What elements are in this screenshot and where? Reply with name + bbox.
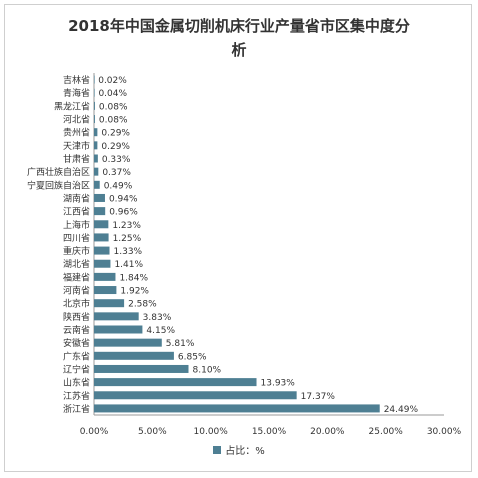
category-label: 青海省 bbox=[63, 87, 90, 99]
data-label: 6.85% bbox=[178, 352, 207, 362]
data-label: 0.08% bbox=[99, 102, 128, 112]
category-label: 上海市 bbox=[63, 219, 90, 231]
bar bbox=[94, 101, 95, 110]
category-label: 湖南省 bbox=[63, 192, 90, 204]
legend: 占比：% bbox=[0, 442, 478, 457]
data-label: 0.08% bbox=[99, 116, 128, 126]
x-tick-label: 25.00% bbox=[369, 427, 404, 437]
category-label: 北京市 bbox=[63, 298, 90, 310]
category-label: 贵州省 bbox=[63, 127, 90, 139]
bar bbox=[94, 207, 106, 216]
data-label: 0.96% bbox=[109, 208, 138, 218]
data-label: 0.49% bbox=[104, 181, 133, 191]
bar bbox=[94, 312, 139, 321]
x-tick-label: 0.00% bbox=[80, 427, 109, 437]
category-label: 甘肃省 bbox=[63, 153, 90, 165]
x-tick-label: 20.00% bbox=[310, 427, 345, 437]
data-label: 13.93% bbox=[261, 379, 296, 389]
bar bbox=[94, 115, 95, 124]
bar bbox=[94, 338, 162, 347]
chart-title: 2018年中国金属切削机床行业产量省市区集中度分 析 bbox=[0, 14, 478, 62]
category-label: 广东省 bbox=[63, 350, 90, 362]
bar bbox=[94, 325, 143, 334]
category-label: 宁夏回族自治区 bbox=[27, 179, 90, 191]
category-label: 重庆市 bbox=[63, 245, 90, 257]
category-label: 河北省 bbox=[63, 114, 90, 126]
legend-label: 占比：% bbox=[225, 446, 265, 457]
category-label: 辽宁省 bbox=[63, 363, 90, 375]
bar bbox=[94, 351, 174, 360]
bar bbox=[94, 404, 380, 413]
x-tick-label: 30.00% bbox=[427, 427, 462, 437]
data-label: 0.29% bbox=[101, 142, 130, 152]
chart-title-line1: 2018年中国金属切削机床行业产量省市区集中度分 bbox=[68, 17, 410, 35]
category-label: 河南省 bbox=[63, 285, 90, 297]
x-tick-label: 15.00% bbox=[252, 427, 287, 437]
bar bbox=[94, 88, 95, 97]
data-label: 0.04% bbox=[98, 89, 127, 99]
category-label: 山东省 bbox=[63, 377, 90, 389]
data-label: 5.81% bbox=[166, 339, 195, 349]
category-label: 江苏省 bbox=[63, 390, 90, 402]
data-label: 1.84% bbox=[119, 273, 148, 283]
category-label: 云南省 bbox=[63, 324, 90, 336]
bar bbox=[94, 154, 98, 163]
bar bbox=[94, 167, 99, 176]
bar bbox=[94, 378, 257, 387]
bar bbox=[94, 233, 109, 242]
bar bbox=[94, 180, 100, 189]
data-label: 1.25% bbox=[113, 234, 142, 244]
category-label: 广西壮族自治区 bbox=[27, 166, 90, 178]
chart-title-line2: 析 bbox=[231, 41, 247, 59]
data-label: 24.49% bbox=[384, 405, 419, 415]
data-label: 0.33% bbox=[102, 155, 131, 165]
category-label: 湖北省 bbox=[63, 258, 90, 270]
category-label: 天津市 bbox=[63, 140, 90, 152]
bar bbox=[94, 259, 111, 268]
data-label: 0.94% bbox=[109, 194, 138, 204]
data-label: 1.41% bbox=[114, 260, 143, 270]
x-tick-label: 5.00% bbox=[138, 427, 167, 437]
data-label: 2.58% bbox=[128, 300, 157, 310]
x-tick-label: 10.00% bbox=[194, 427, 229, 437]
category-label: 黑龙江省 bbox=[54, 100, 90, 112]
category-label: 四川省 bbox=[63, 232, 90, 244]
data-label: 0.02% bbox=[98, 76, 127, 86]
data-label: 1.23% bbox=[112, 221, 141, 231]
data-label: 17.37% bbox=[301, 392, 336, 402]
bar bbox=[94, 220, 109, 229]
bar bbox=[94, 272, 116, 281]
legend-swatch bbox=[213, 445, 222, 454]
bar bbox=[94, 299, 125, 308]
category-label: 安徽省 bbox=[63, 337, 90, 349]
category-label: 吉林省 bbox=[63, 74, 90, 86]
bar bbox=[94, 75, 95, 84]
bar bbox=[94, 141, 98, 150]
data-label: 3.83% bbox=[143, 313, 172, 323]
category-label: 浙江省 bbox=[63, 403, 90, 415]
category-label: 江西省 bbox=[63, 206, 90, 218]
bar bbox=[94, 364, 189, 373]
data-label: 8.10% bbox=[193, 365, 222, 375]
category-label: 陕西省 bbox=[63, 311, 90, 323]
category-label: 福建省 bbox=[63, 271, 90, 283]
data-label: 4.15% bbox=[146, 326, 175, 336]
bar bbox=[94, 391, 297, 400]
bar bbox=[94, 246, 110, 255]
bar bbox=[94, 128, 98, 137]
data-label: 1.33% bbox=[114, 247, 143, 257]
data-label: 1.92% bbox=[120, 287, 149, 297]
bar bbox=[94, 286, 117, 295]
bar bbox=[94, 193, 105, 202]
data-label: 0.37% bbox=[102, 168, 131, 178]
data-label: 0.29% bbox=[101, 129, 130, 139]
